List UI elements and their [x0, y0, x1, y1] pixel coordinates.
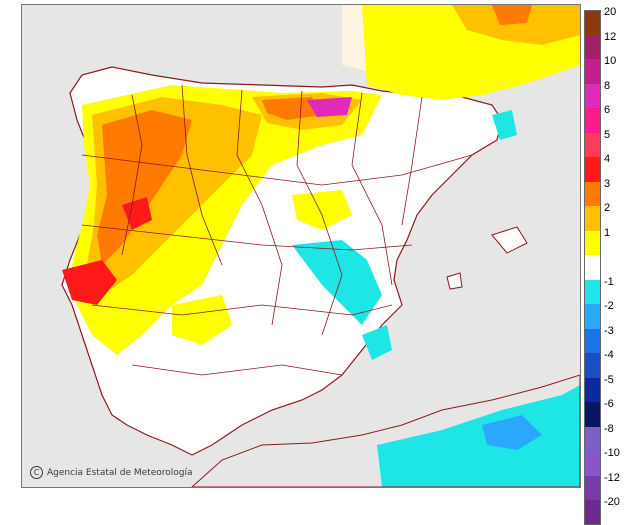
legend-label-6: 6 [604, 104, 611, 116]
map-svg [61, 5, 580, 487]
legend-label--8: -8 [604, 422, 614, 435]
legend-label-4: 4 [604, 153, 611, 165]
color-legend: 20 12 10 8 6 5 4 3 2 1 -1 -2 -3 -4 -5 -6 -8 -10 -12 -20 [584, 6, 630, 525]
credit-caption: C Agencia Estatal de Meteorología [30, 466, 193, 479]
legend-label-8: 8 [604, 79, 611, 92]
legend-label--10: -10 [604, 447, 620, 459]
legend-label-5: 5 [604, 128, 611, 141]
legend-frame [584, 10, 601, 525]
legend-label--12: -12 [604, 471, 620, 484]
anomaly-fields [62, 5, 580, 487]
legend-label--1: -1 [604, 275, 614, 288]
credit-text: Agencia Estatal de Meteorología [47, 467, 193, 478]
legend-label--3: -3 [604, 324, 614, 337]
legend-label--4: -4 [604, 349, 614, 361]
legend-label--2: -2 [604, 300, 614, 312]
north-africa [191, 374, 580, 487]
legend-label--20: -20 [604, 496, 620, 508]
legend-label--5: -5 [604, 373, 614, 386]
ibiza [446, 272, 463, 290]
legend-label-1: 1 [604, 226, 611, 239]
province-borders [81, 84, 473, 376]
legend-label-12: 12 [604, 30, 617, 43]
copyright-icon: C [30, 466, 43, 479]
legend-label-2: 2 [604, 202, 611, 214]
anomaly-map: C Agencia Estatal de Meteorología [21, 4, 581, 488]
legend-label-20: 20 [604, 6, 617, 18]
legend-label-10: 10 [604, 55, 617, 67]
legend-label-3: 3 [604, 177, 611, 190]
balearic-islands [491, 226, 528, 254]
legend-label--6: -6 [604, 398, 614, 410]
